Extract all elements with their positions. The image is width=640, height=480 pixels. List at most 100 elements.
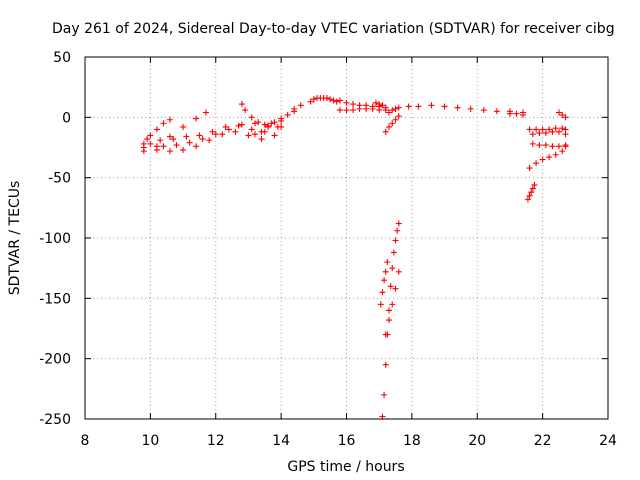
data-point [153, 126, 160, 133]
data-point [539, 156, 546, 163]
data-point [297, 102, 304, 109]
data-point [390, 249, 397, 256]
data-point [546, 126, 553, 133]
data-point [441, 103, 448, 110]
data-point [385, 109, 392, 116]
data-point [232, 128, 239, 135]
data-point [493, 108, 500, 115]
data-point [562, 114, 569, 121]
x-tick-label: 10 [141, 433, 159, 449]
data-point [559, 148, 566, 155]
data-point [307, 98, 314, 105]
data-point [183, 133, 190, 140]
data-point [454, 104, 461, 111]
data-point [343, 99, 350, 106]
x-tick-labels: 8 10 12 14 16 18 20 22 24 [81, 433, 617, 449]
data-point [336, 97, 343, 104]
data-point [310, 96, 317, 103]
series-arc-i [310, 95, 340, 105]
series-arc-p [377, 259, 391, 308]
data-point [526, 192, 533, 199]
data-point [395, 113, 402, 120]
series-arc-d [144, 122, 281, 144]
data-point [225, 126, 232, 133]
data-point [395, 220, 402, 227]
data-point [382, 268, 389, 275]
data-point [533, 126, 540, 133]
data-point [528, 189, 535, 196]
data-point [180, 146, 187, 153]
data-point [394, 227, 401, 234]
data-point [248, 114, 255, 121]
y-tick-label: -150 [39, 291, 71, 307]
x-tick-label: 18 [403, 433, 421, 449]
series-arc-f [238, 101, 275, 128]
x-tick-label: 14 [272, 433, 290, 449]
data-point [147, 140, 154, 147]
data-point [389, 120, 396, 127]
data-point [529, 140, 536, 147]
data-point [186, 139, 193, 146]
data-point [542, 142, 549, 149]
y-tick-label: -200 [39, 352, 71, 368]
data-point [372, 99, 379, 106]
data-point [327, 96, 334, 103]
data-point [238, 121, 245, 128]
data-point [382, 107, 389, 114]
data-point [520, 111, 527, 118]
series-arc-x [555, 109, 569, 121]
data-point [539, 126, 546, 133]
y-tick-label: -100 [39, 231, 71, 247]
data-point [552, 125, 559, 132]
y-tick-label: -250 [39, 412, 71, 428]
y-axis-label: SDTVAR / TECUs [7, 181, 23, 296]
data-point [330, 97, 337, 104]
data-point [258, 136, 265, 143]
data-point [549, 128, 556, 135]
data-point [536, 130, 543, 137]
series-arc-l [372, 99, 386, 109]
series-arc-h [291, 98, 314, 112]
data-point [369, 105, 376, 112]
data-point [559, 111, 566, 118]
series-arc-u [529, 128, 569, 138]
series-arc-m [385, 104, 402, 116]
data-point [268, 120, 275, 127]
series-arc-n [382, 113, 402, 135]
data-point [206, 137, 213, 144]
series-arc-e [147, 117, 285, 150]
data-point [166, 116, 173, 123]
series-arc-a [140, 116, 173, 147]
data-point [144, 136, 151, 143]
series-arc-k [336, 105, 389, 114]
data-point [255, 119, 262, 126]
x-tick-label: 24 [599, 433, 617, 449]
series-arc-c [140, 123, 285, 155]
y-tick-label: 0 [62, 110, 71, 126]
data-point [274, 123, 281, 130]
data-point [389, 265, 396, 272]
data-point [513, 110, 520, 117]
data-point [202, 109, 209, 116]
data-point [552, 151, 559, 158]
data-point [160, 120, 167, 127]
x-tick-label: 20 [468, 433, 486, 449]
data-point [385, 317, 392, 324]
data-point [379, 289, 386, 296]
data-point [248, 126, 255, 133]
data-point [271, 132, 278, 139]
series-arc-q [382, 268, 402, 338]
data-point [323, 95, 330, 102]
data-point [238, 101, 245, 108]
series-arc-v [529, 140, 569, 150]
y-tick-label: -50 [48, 171, 71, 187]
x-tick-label: 16 [338, 433, 356, 449]
data-point [480, 107, 487, 114]
data-point [389, 301, 396, 308]
series-arc-s [506, 110, 527, 118]
y-tick-labels: -250 -200 -150 -100 -50 0 50 [39, 50, 71, 428]
data-point [559, 125, 566, 132]
data-point [251, 131, 258, 138]
data-point [199, 136, 206, 143]
